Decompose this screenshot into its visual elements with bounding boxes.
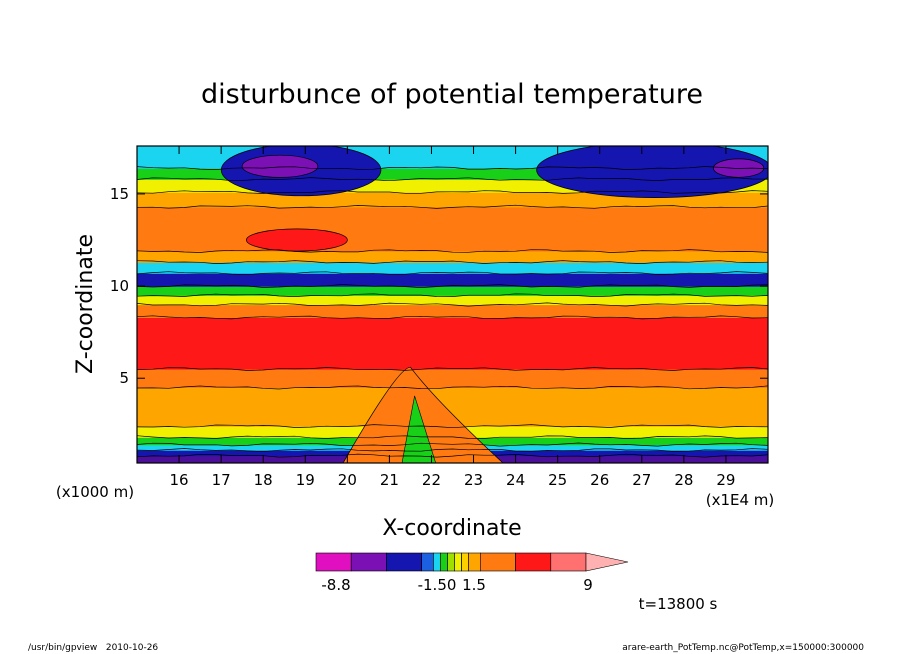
contour-line [137, 442, 768, 447]
y-axis-label: Z-coordinate [73, 234, 98, 374]
x-axis-ticks: 16 17 18 19 20 21 22 23 24 25 26 27 28 29 [170, 146, 735, 489]
feature-upper-warm [246, 228, 348, 252]
contour-band [137, 168, 768, 180]
y-axis-unit: (x1000 m) [56, 483, 134, 501]
x-tick-label: 21 [380, 471, 399, 489]
contour-band [137, 206, 768, 252]
colorbar-swatch [479, 552, 516, 572]
contour-line [137, 190, 768, 194]
contour-line [137, 448, 768, 452]
colorbar-swatch [315, 552, 352, 572]
x-tick-label: 23 [464, 471, 483, 489]
contour-line [137, 302, 768, 307]
x-axis-label: X-coordinate [382, 516, 521, 541]
contour-band [137, 304, 768, 318]
feature-mountain-wave [342, 366, 504, 463]
colorbar-swatch [421, 552, 434, 572]
y-tick-label: 10 [110, 277, 129, 295]
x-tick-label: 26 [590, 471, 609, 489]
x-tick-label: 28 [674, 471, 693, 489]
colorbar-label: -8.8 [321, 576, 350, 594]
colorbar-arrow [585, 552, 629, 572]
contour-band [137, 369, 768, 388]
contour-band [137, 286, 768, 296]
y-axis-ticks: 5 10 15 [110, 185, 768, 387]
colorbar-swatch [447, 552, 455, 572]
colorbar-swatch [468, 552, 481, 572]
colorbar-swatch [386, 552, 422, 572]
time-annotation: t=13800 s [639, 595, 718, 613]
feature-upper-low-right [536, 146, 768, 198]
x-tick-label: 17 [212, 471, 231, 489]
feature-upper-low-left-core [241, 154, 319, 178]
colorbar-label: -1.50 [418, 576, 457, 594]
colorbar-legend: -8.8 -1.50 1.5 9 [315, 552, 629, 594]
contour-band [137, 273, 768, 287]
x-tick-label: 27 [632, 471, 651, 489]
contour-line [137, 249, 768, 253]
contour-band [137, 251, 768, 263]
contour-line [137, 424, 768, 429]
footer-left: /usr/bin/gpview 2010-10-26 [28, 643, 158, 653]
contour-line [137, 315, 768, 320]
y-tick-label: 15 [110, 185, 129, 203]
contour-band [137, 317, 768, 370]
colorbar-swatch [461, 552, 469, 572]
contour-line [137, 166, 768, 170]
plot-area [137, 146, 768, 463]
contour-band [137, 295, 768, 306]
colorbar-swatch [550, 552, 587, 572]
x-tick-label: 24 [506, 471, 525, 489]
contour-line [137, 385, 768, 390]
colorbar-label: 1.5 [462, 576, 486, 594]
contour-line [137, 260, 768, 264]
colorbar-swatch [440, 552, 448, 572]
contour-line [137, 367, 768, 371]
x-axis-unit: (x1E4 m) [706, 491, 775, 509]
footer-right: arare-earth_PotTemp.nc@PotTemp,x=150000:… [622, 643, 864, 653]
colorbar-swatch [433, 552, 441, 572]
x-tick-label: 20 [338, 471, 357, 489]
x-tick-label: 25 [548, 471, 567, 489]
colorbar-swatch [515, 552, 552, 572]
feature-mountain-wave-core [401, 395, 437, 463]
x-tick-label: 29 [716, 471, 735, 489]
contour-line [137, 293, 768, 297]
chart-title: disturbunce of potential temperature [201, 79, 703, 110]
x-tick-label: 18 [254, 471, 273, 489]
contour-line [137, 453, 768, 458]
contour-line [137, 271, 768, 276]
contour-line [137, 204, 768, 209]
plot-frame [136, 145, 769, 464]
contour-line [137, 177, 768, 182]
contour-line [137, 284, 768, 288]
y-tick-label: 5 [119, 369, 129, 387]
x-tick-label: 16 [170, 471, 189, 489]
contour-line [137, 435, 768, 439]
colorbar-label: 9 [583, 576, 593, 594]
contour-band [137, 262, 768, 274]
colorbar-swatch [454, 552, 462, 572]
x-tick-label: 19 [296, 471, 315, 489]
x-tick-label: 22 [422, 471, 441, 489]
colorbar-swatch [350, 552, 387, 572]
